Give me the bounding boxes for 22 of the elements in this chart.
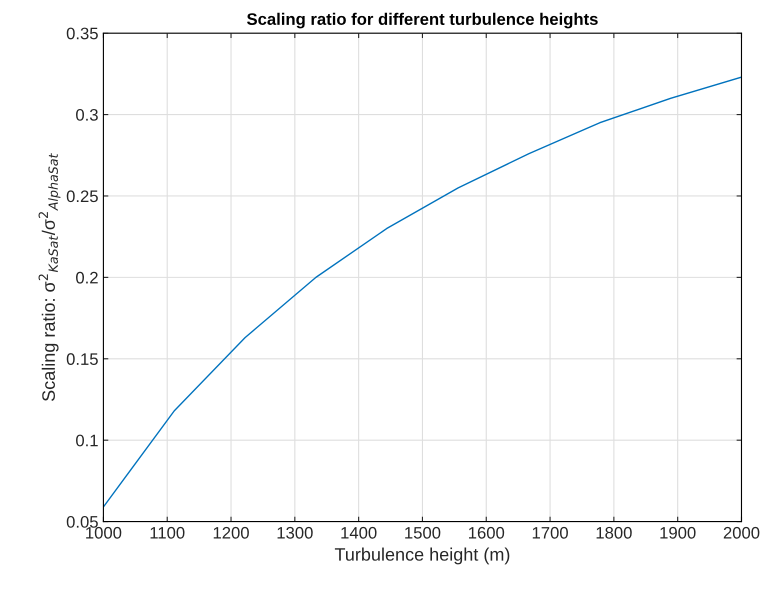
x-tick-label: 1900 (660, 526, 696, 539)
y-tick-label: 0.2 (76, 272, 98, 284)
line-series (103, 76, 742, 508)
x-tick-label: 1400 (341, 526, 377, 539)
x-tick-label: 1200 (214, 526, 249, 539)
y-tick-label: 0.1 (76, 434, 98, 446)
x-tick-label: 1000 (86, 526, 122, 539)
x-tick-label: 2000 (724, 526, 760, 539)
chart-title: Scaling ratio for different turbulence heights (246, 12, 598, 28)
y-tick-label: 0.15 (66, 353, 98, 365)
x-tick-label: 1300 (278, 526, 313, 539)
y-tick-label: 0.3 (76, 108, 98, 121)
x-tick-label: 1600 (468, 526, 504, 539)
x-axis-title: Turbulence height (m) (334, 548, 510, 564)
x-tick-label: 1700 (532, 526, 568, 539)
y-tick-label: 0.25 (66, 190, 98, 202)
x-tick-label: 1100 (150, 526, 184, 539)
y-tick-label: 0.35 (66, 28, 98, 40)
x-tick-label: 1500 (405, 526, 440, 539)
x-tick-label: 1800 (596, 526, 632, 539)
y-axis-title: Scaling ratio: σ$^{2}$$_{KaSat}$/σ$^{2}$$_{AlphaSat}$ (38, 153, 60, 402)
y-tick-label: 0.05 (66, 516, 98, 528)
